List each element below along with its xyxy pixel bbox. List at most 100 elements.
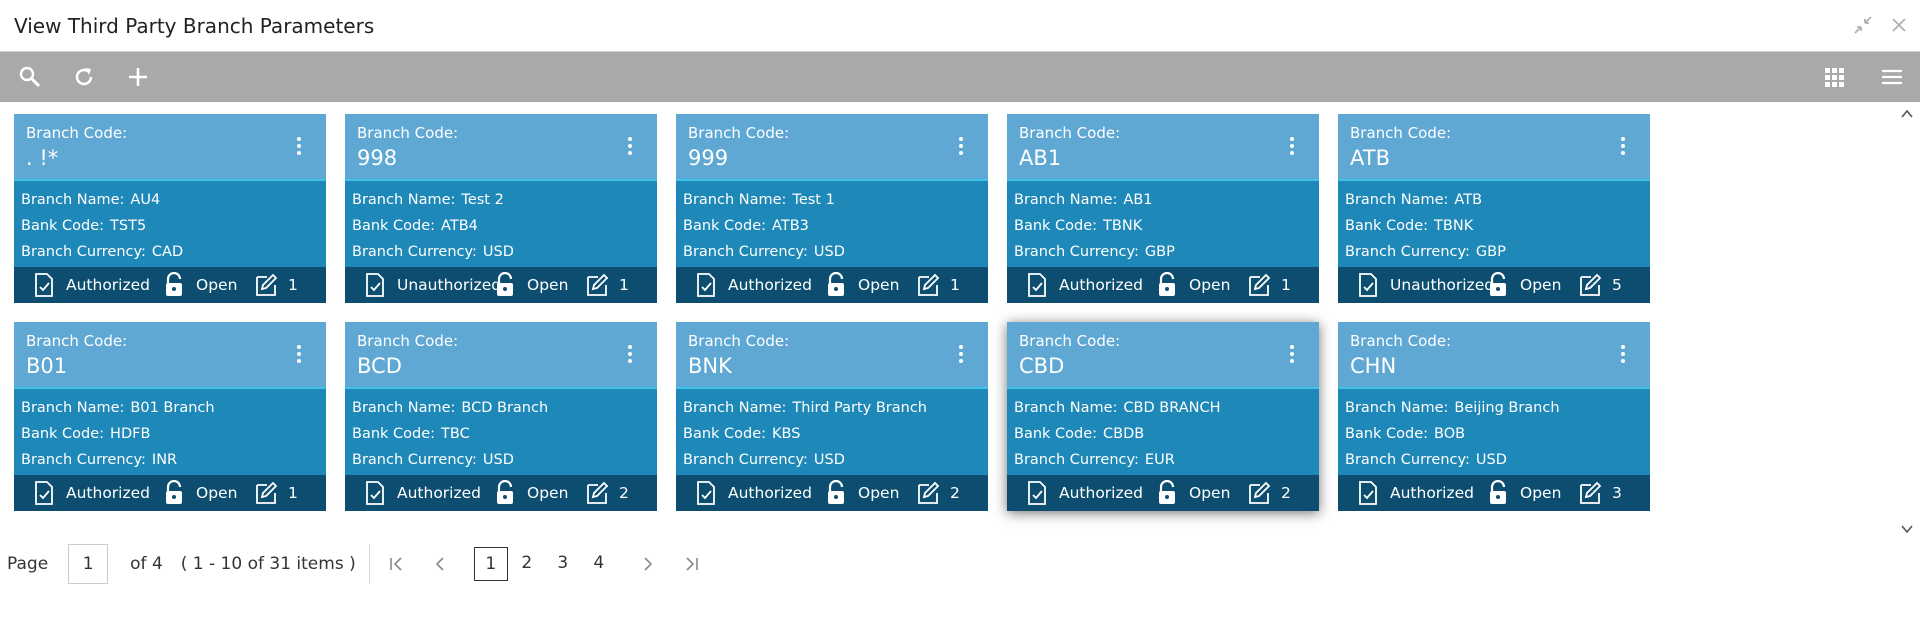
branch-name-value: B01 Branch	[130, 400, 215, 416]
modification-count: 2	[950, 484, 960, 502]
record-status: Open	[527, 484, 569, 502]
branch-currency-label: Branch Currency:	[683, 452, 808, 468]
card-header: Branch Code: CBD	[1007, 322, 1319, 389]
page-link-3[interactable]: 3	[557, 553, 569, 573]
branch-code-label: Branch Code:	[1019, 124, 1121, 142]
page-link-4[interactable]: 4	[593, 553, 605, 573]
more-options-icon[interactable]	[1620, 344, 1626, 364]
branch-currency-value: CAD	[151, 244, 184, 260]
branch-card[interactable]: Branch Code: AB1 Branch Name: AB1 Bank Co…	[1007, 114, 1319, 303]
branch-currency-value: EUR	[1144, 452, 1175, 468]
branch-code-value: 999	[688, 146, 729, 170]
card-header: Branch Code: ATB	[1338, 114, 1650, 181]
bank-code-value: HDFB	[110, 426, 151, 442]
bank-code-value: KBS	[772, 426, 801, 442]
modification-count: 1	[619, 276, 629, 294]
branch-name-label: Branch Name:	[1345, 192, 1449, 208]
minimize-icon[interactable]	[1852, 14, 1874, 36]
bank-code-label: Bank Code:	[683, 218, 767, 234]
lock-open-icon	[493, 479, 517, 506]
search-icon[interactable]	[18, 65, 42, 89]
more-options-icon[interactable]	[958, 136, 964, 156]
authorization-status-icon	[694, 480, 718, 506]
branch-name-label: Branch Name:	[21, 192, 125, 208]
toolbar	[0, 52, 1920, 102]
list-view-icon[interactable]	[1880, 65, 1904, 89]
branch-card[interactable]: Branch Code: BNK Branch Name: Third Party…	[676, 322, 988, 511]
refresh-icon[interactable]	[72, 65, 96, 89]
branch-card[interactable]: Branch Code: 998 Branch Name: Test 2 Bank…	[345, 114, 657, 303]
bank-code-value: CBDB	[1103, 426, 1145, 442]
more-options-icon[interactable]	[296, 344, 302, 364]
branch-card[interactable]: Branch Code: . !* Branch Name: AU4 Bank C…	[14, 114, 326, 303]
record-status: Open	[858, 484, 900, 502]
scroll-up-icon[interactable]	[1900, 106, 1914, 120]
branch-card[interactable]: Branch Code: 999 Branch Name: Test 1 Bank…	[676, 114, 988, 303]
more-options-icon[interactable]	[296, 136, 302, 156]
branch-card[interactable]: Branch Code: ATB Branch Name: ATB Bank Co…	[1338, 114, 1650, 303]
more-options-icon[interactable]	[1289, 136, 1295, 156]
record-status: Open	[1520, 484, 1562, 502]
bank-code-label: Bank Code:	[1345, 218, 1429, 234]
branch-code-value: BNK	[688, 354, 732, 378]
branch-code-value: . !*	[26, 146, 59, 170]
last-page-icon[interactable]	[680, 552, 704, 576]
authorization-status-icon	[1356, 272, 1380, 298]
edit-icon	[916, 480, 940, 506]
branch-name-label: Branch Name:	[683, 192, 787, 208]
branch-name-label: Branch Name:	[1014, 192, 1118, 208]
branch-currency-label: Branch Currency:	[683, 244, 808, 260]
more-options-icon[interactable]	[1620, 136, 1626, 156]
prev-page-icon[interactable]	[428, 552, 452, 576]
first-page-icon[interactable]	[384, 552, 408, 576]
modification-count: 3	[1612, 484, 1622, 502]
authorization-status-icon	[1356, 480, 1380, 506]
add-icon[interactable]	[126, 65, 150, 89]
branch-currency-label: Branch Currency:	[1014, 244, 1139, 260]
authorization-status: Authorized	[397, 484, 482, 502]
card-footer: Authorized Open 2	[345, 475, 657, 511]
branch-card[interactable]: Branch Code: CHN Branch Name: Beijing Bra…	[1338, 322, 1650, 511]
record-status: Open	[196, 484, 238, 502]
branch-name-value: Test 2	[461, 192, 504, 208]
branch-code-value: ATB	[1350, 146, 1390, 170]
card-grid-area: Branch Code: . !* Branch Name: AU4 Bank C…	[0, 102, 1920, 539]
title-bar: View Third Party Branch Parameters	[0, 0, 1920, 52]
bank-code-value: ATB4	[441, 218, 478, 234]
lock-open-icon	[1155, 479, 1179, 506]
branch-currency-value: GBP	[1144, 244, 1175, 260]
branch-currency-value: USD	[813, 452, 845, 468]
authorization-status: Authorized	[728, 276, 813, 294]
card-footer: Authorized Open 3	[1338, 475, 1650, 511]
branch-currency-value: USD	[813, 244, 845, 260]
bank-code-value: TBNK	[1434, 218, 1474, 234]
modification-count: 1	[288, 276, 298, 294]
page-link-2[interactable]: 2	[521, 553, 533, 573]
bank-code-label: Bank Code:	[683, 426, 767, 442]
more-options-icon[interactable]	[958, 344, 964, 364]
branch-card[interactable]: Branch Code: CBD Branch Name: CBD BRANCH …	[1007, 322, 1319, 511]
more-options-icon[interactable]	[627, 344, 633, 364]
branch-name-value: AU4	[130, 192, 161, 208]
next-page-icon[interactable]	[636, 552, 660, 576]
page-number-input[interactable]: 1	[68, 544, 109, 584]
bank-code-label: Bank Code:	[1014, 218, 1098, 234]
branch-code-value: CHN	[1350, 354, 1397, 378]
card-footer: Unauthorized Open 5	[1338, 267, 1650, 303]
authorization-status-icon	[363, 480, 387, 506]
more-options-icon[interactable]	[1289, 344, 1295, 364]
grid-view-icon[interactable]	[1822, 65, 1846, 89]
branch-card[interactable]: Branch Code: B01 Branch Name: B01 Branch …	[14, 322, 326, 511]
more-options-icon[interactable]	[627, 136, 633, 156]
branch-code-label: Branch Code:	[688, 124, 790, 142]
edit-icon	[1247, 272, 1271, 298]
scroll-down-icon[interactable]	[1900, 521, 1914, 535]
branch-card[interactable]: Branch Code: BCD Branch Name: BCD Branch …	[345, 322, 657, 511]
close-icon[interactable]	[1888, 14, 1910, 36]
page-link-1[interactable]: 1	[473, 547, 508, 581]
page-label: Page	[7, 554, 49, 574]
edit-icon	[916, 272, 940, 298]
page-title: View Third Party Branch Parameters	[14, 13, 375, 38]
page-count: of 4	[130, 554, 163, 574]
card-header: Branch Code: . !*	[14, 114, 326, 181]
